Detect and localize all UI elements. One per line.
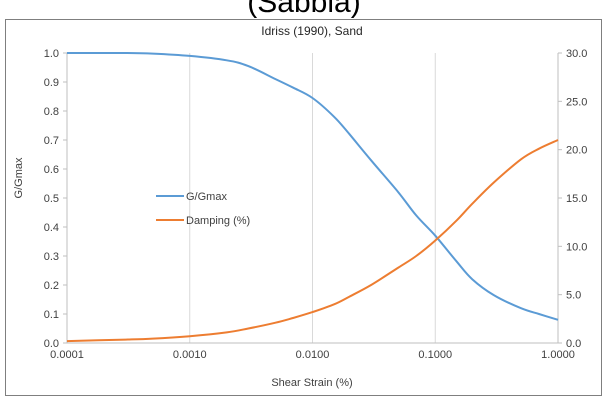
y2-tick-label: 0.0	[566, 338, 581, 350]
y-tick-label: 0.4	[44, 222, 59, 234]
series-line-ggmax	[66, 51, 559, 321]
y2-tick-label: 30.0	[566, 48, 587, 60]
y-tick-label: 0.8	[44, 106, 59, 118]
y-tick-label: 0.3	[44, 251, 59, 263]
chart-svg: Idriss (1990), Sand Shear Strain (%) G/G…	[13, 24, 588, 389]
legend-item: G/Gmax	[156, 191, 227, 203]
legend-label: Damping (%)	[186, 215, 250, 227]
x-tick-label: 0.0010	[173, 349, 207, 361]
y-axis-label: G/Gmax	[13, 157, 25, 198]
y2-tick-label: 20.0	[566, 145, 587, 157]
x-tick-label: 0.0001	[50, 349, 84, 361]
x-tick-label: 1.0000	[541, 349, 575, 361]
y2-tick-label: 25.0	[566, 96, 587, 108]
legend-label: G/Gmax	[186, 191, 227, 203]
axis-layer: 0.0001 0.0010 0.0100 0.1000 1.00000.00.10.20…	[44, 48, 588, 361]
y-tick-label: 0.9	[44, 77, 59, 89]
chart-title: Idriss (1990), Sand	[261, 24, 362, 38]
y2-tick-label: 15.0	[566, 193, 587, 205]
x-tick-label: 0.0100	[296, 349, 330, 361]
y-tick-label: 0.1	[44, 309, 59, 321]
y-tick-label: 0.0	[44, 338, 59, 350]
y2-tick-label: 10.0	[566, 241, 587, 253]
legend-item: Damping (%)	[156, 215, 250, 227]
y-tick-label: 0.2	[44, 280, 59, 292]
y-tick-label: 0.6	[44, 164, 59, 176]
legend: G/Gmax Damping (%)	[156, 191, 250, 227]
series-line-damping	[66, 139, 559, 343]
chart-frame: Idriss (1990), Sand Shear Strain (%) G/G…	[5, 19, 602, 396]
y-tick-label: 0.5	[44, 193, 59, 205]
y-tick-label: 0.7	[44, 135, 59, 147]
page-heading: (Sabbia)	[247, 0, 361, 19]
y-tick-label: 1.0	[44, 48, 59, 60]
series-layer	[66, 51, 559, 343]
x-axis-label: Shear Strain (%)	[271, 377, 352, 389]
y2-tick-label: 5.0	[566, 290, 581, 302]
x-tick-label: 0.1000	[418, 349, 452, 361]
